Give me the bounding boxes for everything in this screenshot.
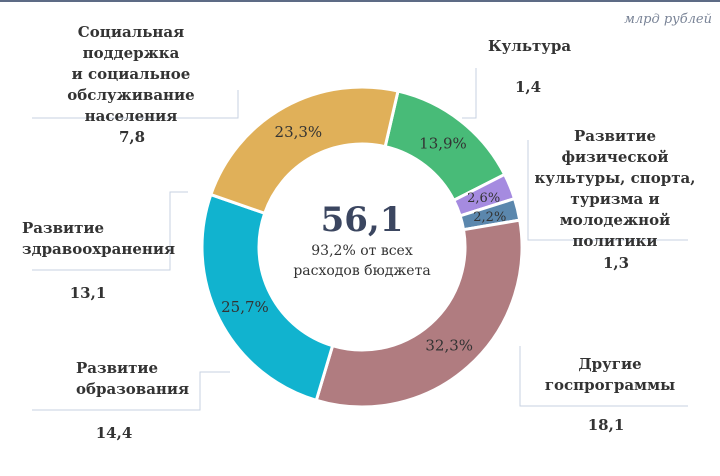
value-culture: 1,4 bbox=[514, 78, 542, 96]
label-edu-line1: Развитие bbox=[76, 359, 159, 377]
label-other-line1: Другие bbox=[578, 355, 642, 373]
value-education: 14,4 bbox=[95, 424, 133, 442]
label-health: Развитие здравоохранения bbox=[22, 218, 175, 260]
center-subtitle: 93,2% от всех расходов бюджета bbox=[262, 241, 462, 281]
value-sport: 1,3 bbox=[602, 254, 630, 272]
label-education: Развитие образования bbox=[76, 358, 189, 400]
label-social: Социальная поддержка и социальное обслуж… bbox=[28, 22, 234, 127]
guide-line-social bbox=[32, 90, 239, 119]
label-health-line1: Развитие bbox=[22, 219, 105, 237]
value-health: 13,1 bbox=[69, 284, 107, 302]
label-sport: Развитие физической культуры, спорта, ту… bbox=[530, 126, 700, 252]
center-total: 56,1 bbox=[320, 200, 404, 240]
label-social-line1: Социальная поддержка bbox=[77, 23, 185, 62]
slice-percent-label-5: 23,3% bbox=[275, 123, 323, 141]
guide-line-sport bbox=[527, 140, 688, 241]
label-edu-line2: образования bbox=[76, 380, 190, 398]
label-sport-line5: политики bbox=[572, 232, 658, 250]
donut-slice-4 bbox=[200, 192, 335, 403]
label-sport-line1: Развитие физической bbox=[561, 127, 669, 166]
label-social-line3: обслуживание bbox=[67, 86, 195, 104]
guide-line-culture bbox=[462, 68, 477, 119]
value-social: 7,8 bbox=[118, 128, 146, 146]
slice-percent-label-2: 2,2% bbox=[473, 210, 506, 225]
label-culture: Культура bbox=[488, 37, 572, 55]
guide-line-edu bbox=[32, 371, 230, 411]
slice-percent-label-1: 2,6% bbox=[467, 191, 500, 206]
guide-line-health bbox=[32, 191, 188, 271]
top-border bbox=[0, 0, 720, 2]
label-other-line2: госпрограммы bbox=[544, 376, 676, 394]
value-other: 18,1 bbox=[587, 416, 625, 434]
label-sport-line2: культуры, спорта, bbox=[534, 169, 696, 187]
label-social-line4: населения bbox=[84, 107, 178, 125]
slice-percent-label-3: 32,3% bbox=[425, 336, 473, 354]
slice-percent-label-0: 13,9% bbox=[419, 134, 467, 152]
label-sport-line3: туризма и bbox=[570, 190, 660, 208]
guide-line-other bbox=[519, 346, 688, 407]
label-health-line2: здравоохранения bbox=[22, 240, 176, 258]
donut-slice-3 bbox=[314, 218, 524, 409]
unit-label: млрд рублей bbox=[624, 12, 712, 27]
center-subtitle-line2: расходов бюджета bbox=[293, 263, 431, 279]
center-subtitle-line1: 93,2% от всех bbox=[311, 243, 413, 259]
label-other: Другие госпрограммы bbox=[540, 354, 680, 396]
slice-percent-label-4: 25,7% bbox=[221, 298, 269, 316]
label-social-line2: и социальное bbox=[71, 65, 191, 83]
label-sport-line4: молодежной bbox=[559, 211, 671, 229]
donut-slice-5 bbox=[208, 85, 400, 216]
